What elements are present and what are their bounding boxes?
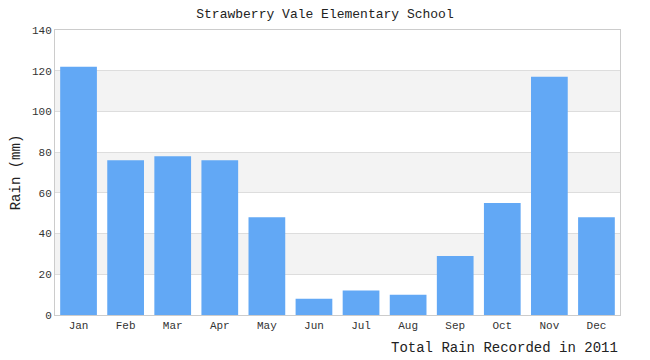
svg-text:Mar: Mar bbox=[163, 320, 183, 332]
svg-text:100: 100 bbox=[32, 106, 52, 118]
svg-text:Feb: Feb bbox=[116, 320, 136, 332]
svg-text:Rain (mm): Rain (mm) bbox=[8, 135, 24, 211]
svg-text:Sep: Sep bbox=[445, 320, 465, 332]
svg-text:0: 0 bbox=[45, 310, 52, 322]
svg-text:20: 20 bbox=[39, 269, 52, 281]
svg-text:Nov: Nov bbox=[539, 320, 559, 332]
svg-text:Jun: Jun bbox=[304, 320, 324, 332]
svg-text:Total Rain Recorded in 2011: Total Rain Recorded in 2011 bbox=[391, 340, 618, 356]
svg-text:120: 120 bbox=[32, 66, 52, 78]
svg-text:Strawberry Vale Elementary Sch: Strawberry Vale Elementary School bbox=[196, 7, 454, 22]
svg-text:Jul: Jul bbox=[351, 320, 371, 332]
svg-text:Oct: Oct bbox=[492, 320, 512, 332]
svg-text:60: 60 bbox=[39, 188, 52, 200]
svg-text:Dec: Dec bbox=[587, 320, 607, 332]
svg-text:Jan: Jan bbox=[69, 320, 89, 332]
svg-text:Apr: Apr bbox=[210, 320, 230, 332]
svg-text:Aug: Aug bbox=[398, 320, 418, 332]
svg-text:140: 140 bbox=[32, 25, 52, 37]
svg-text:40: 40 bbox=[39, 228, 52, 240]
svg-text:80: 80 bbox=[39, 147, 52, 159]
svg-text:May: May bbox=[257, 320, 277, 332]
